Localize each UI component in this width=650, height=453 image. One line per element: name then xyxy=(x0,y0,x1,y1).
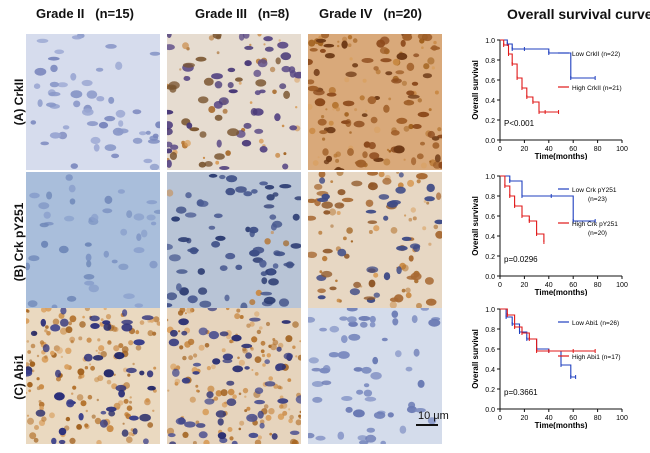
survival-chart-crk-py251: 0.0 0.2 0.4 0.6 0.8 1.0 0 20 40 60 80 100 Time(month… xyxy=(470,170,650,296)
p-value: p=0.3661 xyxy=(504,388,538,397)
x-tick-label: 60 xyxy=(569,282,577,289)
series-line-high xyxy=(500,39,559,113)
micrograph-crkii-grade-iii xyxy=(167,34,301,170)
series-line-low xyxy=(500,308,576,378)
y-tick-label: 0.2 xyxy=(485,387,495,394)
y-tick-label: 0.8 xyxy=(485,58,495,65)
micrograph-abi1-grade-iv xyxy=(308,308,442,444)
x-tick-label: 60 xyxy=(569,415,577,422)
p-value: P<0.001 xyxy=(504,119,535,128)
x-tick-label: 40 xyxy=(545,146,553,153)
y-tick-label: 1.0 xyxy=(485,307,495,314)
scale-bar: 10 μm xyxy=(416,410,449,426)
y-axis-label: Overall survival xyxy=(471,60,480,120)
header-grade-ii: Grade II (n=15) xyxy=(36,6,134,21)
y-tick-label: 0.6 xyxy=(485,347,495,354)
micrograph-crkii-grade-iv xyxy=(308,34,442,170)
legend-count: (n=23) xyxy=(588,196,607,203)
x-tick-label: 0 xyxy=(498,282,502,289)
series-line-low xyxy=(500,39,596,79)
y-tick-label: 0.8 xyxy=(485,194,495,201)
x-tick-label: 40 xyxy=(545,415,553,422)
km-plot-svg: 0.0 0.2 0.4 0.6 0.8 1.0 0 20 40 60 80 100 Time(month… xyxy=(471,38,628,160)
x-tick-label: 60 xyxy=(569,146,577,153)
legend-label: High Crk pY251 xyxy=(572,221,618,228)
row-label-crkii: (A) CrkII xyxy=(12,78,26,126)
micrograph-crk-py251-grade-iii xyxy=(167,172,301,308)
legend-label: Low Crk pY251 xyxy=(572,187,617,194)
y-tick-label: 0.0 xyxy=(485,274,495,281)
survival-title: Overall survival curve xyxy=(507,6,650,22)
micrograph-crkii-grade-ii xyxy=(26,34,160,170)
legend-label: High CrkII (n=21) xyxy=(572,85,622,92)
x-tick-label: 0 xyxy=(498,146,502,153)
series-line-high xyxy=(500,308,596,352)
survival-chart-abi1: 0.0 0.2 0.4 0.6 0.8 1.0 0 20 40 60 80 100 Time(month… xyxy=(470,303,650,429)
x-tick-label: 80 xyxy=(594,282,602,289)
km-plot-svg: 0.0 0.2 0.4 0.6 0.8 1.0 0 20 40 60 80 100 Time(month… xyxy=(471,174,628,296)
survival-chart-crkii: 0.0 0.2 0.4 0.6 0.8 1.0 0 20 40 60 80 100 Time(month… xyxy=(470,34,650,160)
x-tick-label: 100 xyxy=(616,146,628,153)
x-tick-label: 20 xyxy=(521,415,529,422)
y-tick-label: 0.4 xyxy=(485,98,495,105)
y-tick-label: 0.0 xyxy=(485,138,495,145)
y-tick-label: 0.4 xyxy=(485,367,495,374)
row-label-abi1: (C) Abi1 xyxy=(12,354,26,400)
x-axis-label: Time(months) xyxy=(535,288,588,296)
series-line-high xyxy=(500,175,545,242)
scale-bar-label: 10 μm xyxy=(418,410,449,422)
legend-label: High Abi1 (n=17) xyxy=(572,354,621,361)
legend-count: (n=20) xyxy=(588,230,607,237)
y-tick-label: 0.6 xyxy=(485,214,495,221)
scale-bar-line xyxy=(416,424,438,426)
km-plot-svg: 0.0 0.2 0.4 0.6 0.8 1.0 0 20 40 60 80 100 Time(month… xyxy=(471,307,628,429)
y-axis-label: Overall survival xyxy=(471,196,480,256)
y-axis-label: Overall survival xyxy=(471,329,480,389)
x-tick-label: 80 xyxy=(594,146,602,153)
row-label-crk-py251: (B) Crk pY251 xyxy=(12,202,26,282)
legend-label: Low Abi1 (n=26) xyxy=(572,320,619,327)
header-grade-iii: Grade III (n=8) xyxy=(195,6,290,21)
x-tick-label: 80 xyxy=(594,415,602,422)
y-tick-label: 0.2 xyxy=(485,118,495,125)
x-tick-label: 100 xyxy=(616,282,628,289)
y-tick-label: 0.4 xyxy=(485,234,495,241)
x-tick-label: 20 xyxy=(521,282,529,289)
x-axis-label: Time(months) xyxy=(535,152,588,160)
micrograph-abi1-grade-iii xyxy=(167,308,301,444)
micrograph-crk-py251-grade-iv xyxy=(308,172,442,308)
p-value: p=0.0296 xyxy=(504,255,538,264)
y-tick-label: 0.6 xyxy=(485,78,495,85)
micrograph-abi1-grade-ii xyxy=(26,308,160,444)
y-tick-label: 0.0 xyxy=(485,407,495,414)
x-tick-label: 20 xyxy=(521,146,529,153)
x-tick-label: 100 xyxy=(616,415,628,422)
x-tick-label: 0 xyxy=(498,415,502,422)
y-tick-label: 1.0 xyxy=(485,38,495,45)
legend-label: Low CrkII (n=22) xyxy=(572,51,620,58)
header-grade-iv: Grade IV (n=20) xyxy=(319,6,422,21)
y-tick-label: 0.8 xyxy=(485,327,495,334)
micrograph-crk-py251-grade-ii xyxy=(26,172,160,308)
x-axis-label: Time(months) xyxy=(535,421,588,429)
x-tick-label: 40 xyxy=(545,282,553,289)
y-tick-label: 1.0 xyxy=(485,174,495,181)
y-tick-label: 0.2 xyxy=(485,254,495,261)
